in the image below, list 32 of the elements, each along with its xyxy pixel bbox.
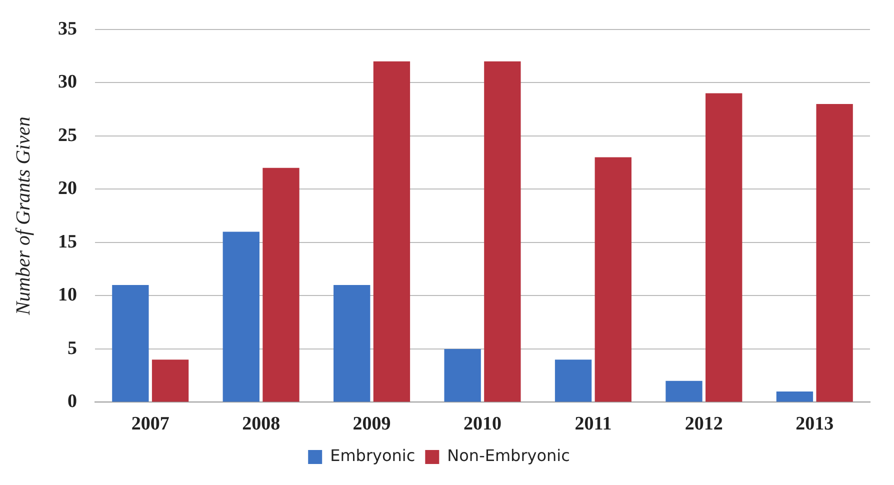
x-tick-label: 2010: [464, 414, 502, 435]
y-tick-label: 30: [58, 72, 77, 93]
y-tick-label: 10: [58, 284, 77, 306]
bar: [484, 61, 521, 402]
legend-label: Non-Embryonic: [447, 446, 570, 466]
y-tick-label: 0: [68, 391, 77, 412]
x-tick-label: 2009: [352, 414, 391, 435]
bar: [706, 93, 742, 402]
bar: [444, 348, 481, 402]
bar: [373, 61, 410, 402]
bar: [262, 168, 300, 402]
x-tick-label: 2013: [796, 414, 834, 435]
y-axis-title: Number of Grants Given: [12, 116, 34, 316]
legend-label: Embryonic: [330, 446, 416, 466]
y-tick-label: 15: [58, 231, 77, 252]
y-tick-label: 35: [58, 18, 77, 40]
y-tick-label: 20: [58, 178, 77, 200]
x-tick-label: 2007: [131, 414, 170, 435]
bar: [776, 392, 814, 402]
bar: [222, 232, 260, 402]
bar: [334, 285, 370, 402]
bar: [594, 157, 632, 402]
bar: [666, 380, 702, 402]
y-tick-label: 5: [68, 338, 77, 359]
bar: [152, 360, 189, 402]
bar: [112, 285, 149, 402]
bar: [816, 104, 853, 402]
x-tick-label: 2012: [684, 414, 723, 435]
x-tick-label: 2011: [574, 414, 612, 435]
bar: [554, 360, 592, 402]
x-tick-label: 2008: [242, 414, 280, 435]
y-tick-label: 25: [58, 124, 77, 146]
